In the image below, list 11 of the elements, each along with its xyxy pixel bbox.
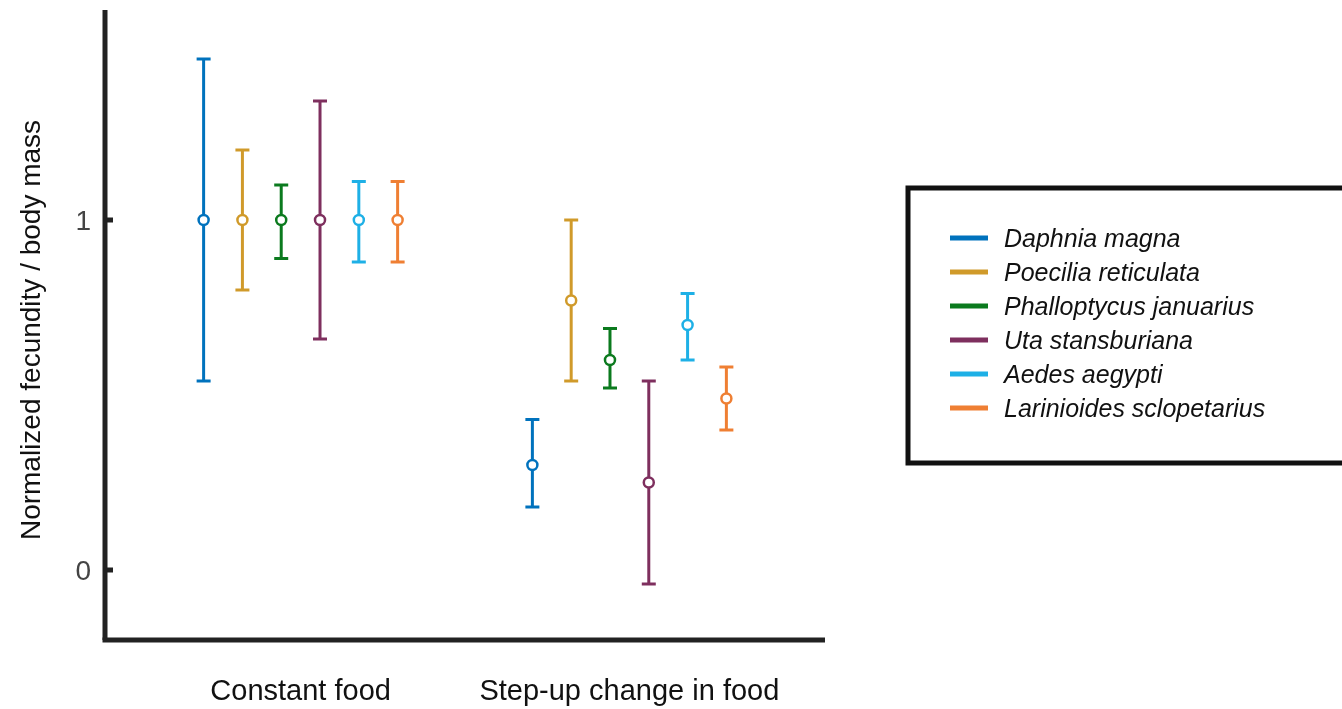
x-tick-label: Step-up change in food: [479, 674, 780, 706]
legend-label: Uta stansburiana: [1004, 325, 1194, 354]
x-tick-label: Constant food: [210, 674, 391, 706]
y-axis-title: Normalized fecundity / body mass: [15, 119, 46, 541]
y-tick-label: 0: [75, 554, 91, 586]
y-tick-label: 1: [75, 204, 91, 236]
legend-label: Poecilia reticulata: [1004, 257, 1201, 286]
legend-label: Larinioides sclopetarius: [1004, 393, 1266, 422]
legend-label: Aedes aegypti: [1002, 359, 1164, 388]
legend-label: Phalloptycus januarius: [1004, 291, 1255, 320]
legend-label: Daphnia magna: [1004, 223, 1181, 252]
